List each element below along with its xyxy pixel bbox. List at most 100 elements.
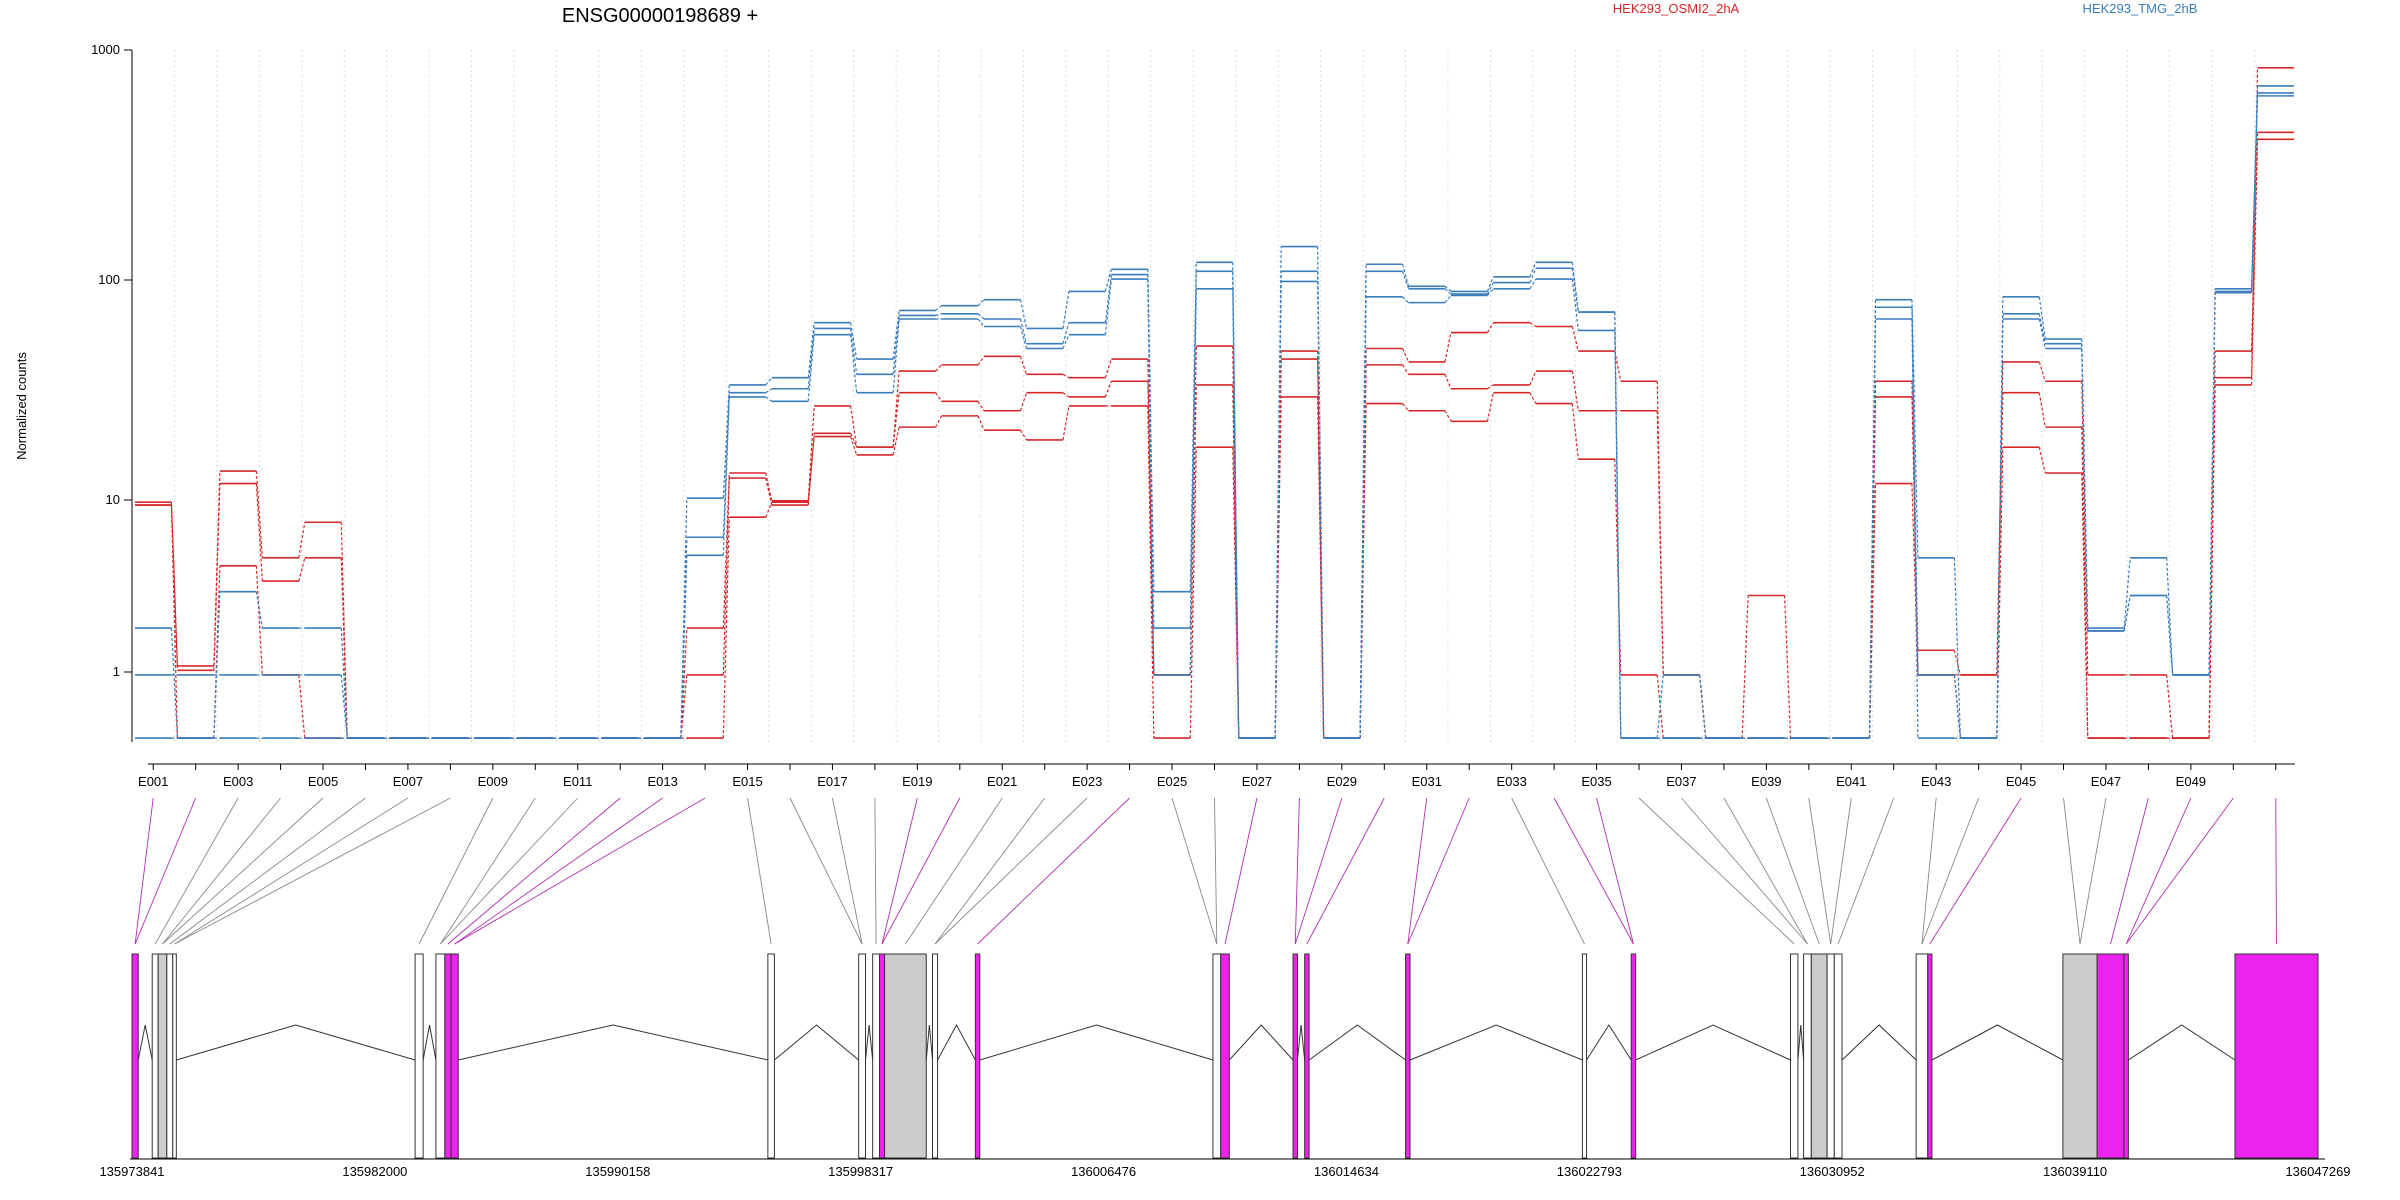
- series-connector: [680, 674, 688, 739]
- exon-connector-line: [2063, 797, 2081, 945]
- intron-line: [1308, 1024, 1406, 1061]
- x-tick-label: E031: [1412, 774, 1442, 789]
- series-connector: [1571, 370, 1579, 411]
- series-connector: [680, 555, 688, 739]
- series-connector: [1911, 483, 1919, 675]
- series-connector: [765, 396, 773, 402]
- genomic-coordinate-label: 136006476: [1071, 1164, 1136, 1179]
- series-connector: [1571, 403, 1579, 460]
- x-tick-label: E041: [1836, 774, 1866, 789]
- series-connector: [2038, 296, 2046, 340]
- series-connector: [1996, 447, 2004, 739]
- series-2: [135, 131, 2294, 739]
- exon-connector-line: [440, 797, 579, 945]
- series-connector: [1656, 674, 1664, 739]
- series-connector: [1147, 405, 1155, 739]
- x-tick-label: E029: [1327, 774, 1357, 789]
- series-connector: [1486, 322, 1494, 333]
- series-connector: [1274, 281, 1282, 739]
- genomic-coordinate-label: 136030952: [1800, 1164, 1865, 1179]
- series-3: [135, 138, 2294, 739]
- series-connector: [1486, 392, 1495, 422]
- series-connector: [1104, 358, 1112, 378]
- intron-line: [774, 1024, 859, 1061]
- series-connector: [1529, 322, 1537, 328]
- y-axis: 1000 100 10 1: [91, 42, 133, 742]
- exon-connector-line: [174, 797, 451, 945]
- intron-line: [176, 1024, 416, 1061]
- exon-connector-line: [1681, 797, 1808, 945]
- series-connector: [1953, 650, 1961, 676]
- series-connector: [1147, 381, 1155, 675]
- exon-connector-line: [174, 797, 409, 945]
- series-connector: [2081, 427, 2089, 739]
- exon-connector-line: [934, 797, 1088, 945]
- x-tick-label: E047: [2091, 774, 2121, 789]
- legend-label-tmg: HEK293_TMG_2hB: [2083, 1, 2198, 16]
- exon-box: [172, 953, 177, 1159]
- series-connector: [722, 396, 730, 556]
- intron-line: [979, 1024, 1214, 1061]
- exon-connector-line: [1837, 797, 1895, 945]
- series-connector: [1614, 350, 1622, 382]
- series-connector: [977, 299, 985, 307]
- series-connector: [298, 674, 306, 739]
- series-connector: [1401, 348, 1410, 363]
- x-tick-label: E025: [1157, 774, 1187, 789]
- exon-tick-labels: E001 E003 E005 E007 E009 E011 E013 E015 E017 E019…: [138, 764, 2277, 789]
- series-connector: [765, 377, 773, 386]
- series-connector: [2208, 384, 2216, 739]
- exon-connector-line: [874, 797, 877, 945]
- x-tick-label: E043: [1921, 774, 1951, 789]
- exon-connector-line: [2125, 797, 2234, 945]
- x-tick-label: E027: [1242, 774, 1272, 789]
- series-connector: [1444, 374, 1452, 389]
- intron-line: [1635, 1024, 1791, 1061]
- exon-gridlines: [174, 50, 2255, 742]
- exon-box: [2234, 953, 2319, 1159]
- series-connector: [850, 436, 858, 456]
- series-connector: [977, 313, 985, 320]
- series-connector: [2081, 343, 2089, 631]
- series-connector: [1104, 274, 1112, 323]
- y-tick-label-10: 10: [106, 492, 120, 507]
- series-connector: [1317, 281, 1325, 739]
- series-connector: [255, 591, 263, 629]
- exon-box: [1630, 953, 1637, 1159]
- series-connector: [2038, 392, 2046, 428]
- exon-box: [1927, 953, 1933, 1159]
- series-connector: [935, 392, 943, 402]
- exon-box: [767, 953, 775, 1159]
- exon-connector-line: [881, 797, 918, 945]
- exon-connector-line: [905, 797, 1003, 945]
- exon-connector-line: [454, 797, 663, 945]
- series-connector: [2123, 595, 2131, 632]
- exon-connector-line: [1921, 797, 1937, 945]
- exon-connector-line: [1553, 797, 1634, 945]
- series-connector: [213, 483, 221, 671]
- exon-box: [435, 953, 446, 1159]
- exon-box: [1826, 953, 1835, 1159]
- x-tick-label: E019: [902, 774, 932, 789]
- intron-line: [1797, 1024, 1805, 1061]
- exon-connectors: [134, 797, 2277, 945]
- series-connector: [2250, 95, 2259, 293]
- series-connector: [1444, 410, 1452, 422]
- series-1: [135, 67, 2294, 739]
- exon-connector-line: [134, 797, 154, 945]
- exon-box: [450, 953, 459, 1159]
- series-connector: [1401, 264, 1410, 287]
- series-connector: [170, 628, 179, 739]
- exon-box: [1789, 953, 1799, 1159]
- exon-box: [1810, 953, 1828, 1159]
- exon-connector-line: [1638, 797, 1795, 945]
- series-connector: [892, 310, 900, 360]
- exon-connector-line: [2110, 797, 2149, 945]
- exon-connector-line: [162, 797, 324, 945]
- series-connector: [2038, 361, 2046, 382]
- series-connector: [1529, 370, 1537, 386]
- series-connector: [255, 483, 263, 582]
- series-connector: [1953, 557, 1961, 739]
- exon-connector-line: [789, 797, 863, 945]
